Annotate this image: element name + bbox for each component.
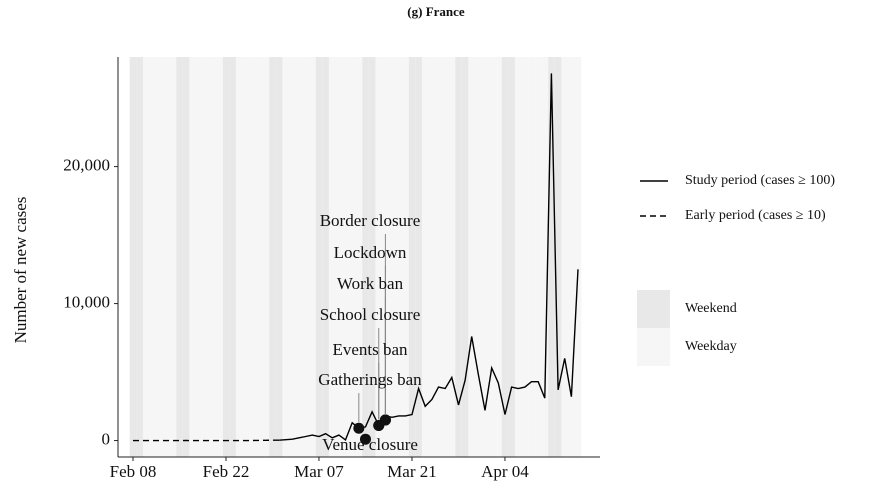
day-band: [282, 57, 290, 457]
day-band: [249, 57, 256, 457]
day-band: [315, 57, 323, 457]
y-tick-label: 10,000: [63, 292, 110, 311]
day-band: [481, 57, 489, 457]
intervention-label: Events ban: [332, 340, 408, 359]
legend-swatch: [637, 290, 670, 328]
intervention-point: [359, 433, 371, 445]
y-tick-label: 0: [102, 429, 111, 448]
day-band: [235, 57, 243, 457]
day-band: [455, 57, 462, 457]
intervention-label: Venue closure: [322, 435, 418, 454]
day-band: [176, 57, 183, 457]
day-band: [229, 57, 236, 457]
day-band: [388, 57, 396, 457]
intervention-label: Work ban: [337, 274, 404, 293]
day-band: [421, 57, 429, 457]
day-band: [488, 57, 495, 457]
day-band: [501, 57, 509, 457]
day-band: [554, 57, 562, 457]
day-band: [548, 57, 555, 457]
day-band: [275, 57, 283, 457]
day-band: [262, 57, 270, 457]
day-band: [415, 57, 422, 457]
x-tick-label: Mar 07: [294, 462, 344, 481]
day-band: [322, 57, 329, 457]
day-band: [435, 57, 442, 457]
day-band: [196, 57, 203, 457]
x-tick-label: Apr 04: [481, 462, 529, 481]
day-band: [568, 57, 575, 457]
legend-label: Early period (cases ≥ 10): [685, 208, 826, 223]
day-band: [302, 57, 310, 457]
day-band: [508, 57, 515, 457]
intervention-point: [373, 419, 385, 431]
day-band: [216, 57, 223, 457]
legend-label: Weekend: [685, 301, 737, 316]
intervention-label: Lockdown: [334, 243, 407, 262]
day-band: [528, 57, 535, 457]
day-band: [408, 57, 416, 457]
y-axis-title: Number of new cases: [11, 197, 30, 344]
day-band: [269, 57, 276, 457]
day-band: [514, 57, 522, 457]
day-band: [348, 57, 356, 457]
day-band: [355, 57, 363, 457]
day-band: [335, 57, 343, 457]
day-band: [189, 57, 197, 457]
day-band: [209, 57, 217, 457]
day-band: [328, 57, 336, 457]
intervention-point: [353, 422, 365, 434]
y-tick-label: 20,000: [63, 155, 110, 174]
day-band: [202, 57, 210, 457]
day-band: [574, 57, 582, 457]
intervention-label: Gatherings ban: [318, 370, 422, 389]
legend-label: Study period (cases ≥ 100): [685, 173, 835, 188]
day-band: [142, 57, 150, 457]
intervention-label: Border closure: [320, 211, 421, 230]
x-tick-label: Feb 08: [110, 462, 157, 481]
day-band: [149, 57, 157, 457]
day-band: [375, 57, 383, 457]
day-band: [368, 57, 376, 457]
day-band: [494, 57, 502, 457]
series-line: [279, 73, 579, 441]
day-band: [156, 57, 163, 457]
day-band: [561, 57, 569, 457]
day-band: [295, 57, 303, 457]
day-band: [255, 57, 263, 457]
day-band: [468, 57, 476, 457]
intervention-label: School closure: [320, 305, 421, 324]
day-band: [309, 57, 316, 457]
day-band: [342, 57, 349, 457]
day-band: [362, 57, 369, 457]
day-band: [541, 57, 549, 457]
day-band: [521, 57, 529, 457]
day-band: [289, 57, 296, 457]
day-band: [169, 57, 177, 457]
x-tick-label: Feb 22: [203, 462, 250, 481]
day-band: [182, 57, 190, 457]
day-band: [136, 57, 143, 457]
day-band: [395, 57, 403, 457]
day-band: [402, 57, 409, 457]
day-band: [441, 57, 449, 457]
day-band: [475, 57, 482, 457]
day-band: [222, 57, 230, 457]
legend-swatch: [637, 328, 670, 366]
legend-label: Weekday: [685, 339, 737, 354]
x-tick-label: Mar 21: [387, 462, 437, 481]
day-band: [534, 57, 542, 457]
chart-title: (g) France: [407, 4, 465, 19]
day-band: [162, 57, 170, 457]
day-band: [428, 57, 436, 457]
day-band: [242, 57, 250, 457]
day-band: [448, 57, 456, 457]
day-band: [129, 57, 137, 457]
day-band: [461, 57, 469, 457]
